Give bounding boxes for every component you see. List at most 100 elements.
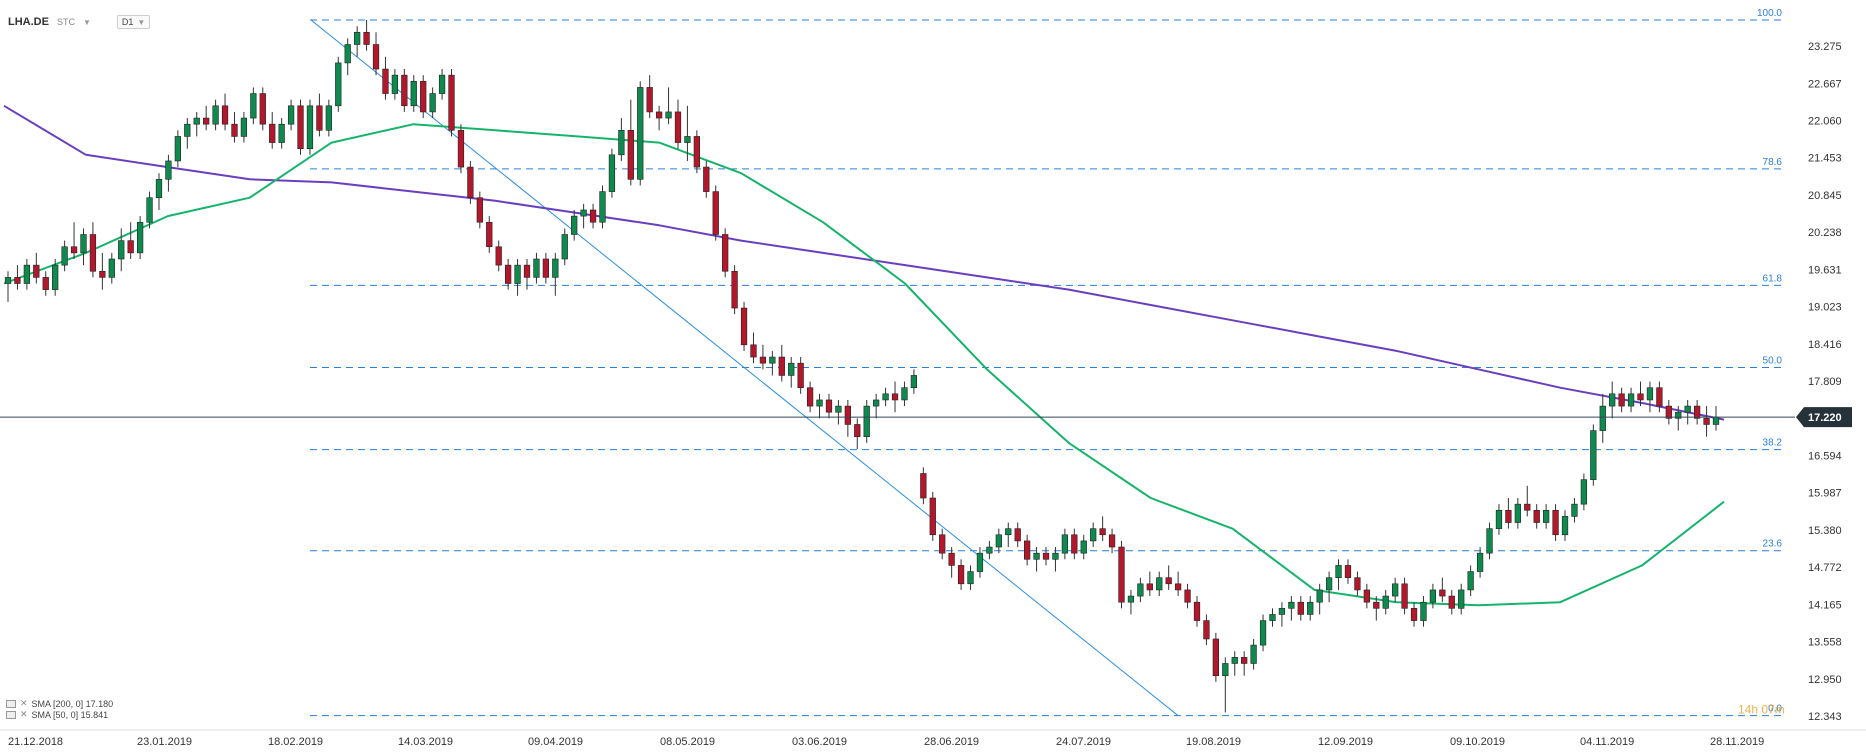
candle: [844, 399, 851, 437]
symbol-label[interactable]: LHA.DE: [8, 16, 49, 28]
candle: [920, 467, 927, 505]
candle: [674, 99, 682, 149]
candle: [155, 173, 163, 210]
candle: [637, 81, 644, 186]
remove-icon[interactable]: ✕: [20, 709, 28, 719]
candle: [1212, 632, 1219, 682]
indicator-settings-icon[interactable]: [6, 710, 16, 719]
trendline[interactable]: [310, 19, 1179, 716]
candle: [108, 252, 115, 284]
candle: [1476, 547, 1484, 578]
candle: [420, 75, 427, 119]
candle: [1439, 577, 1446, 603]
candle: [203, 105, 210, 131]
candle: [1269, 608, 1276, 627]
candle: [589, 203, 597, 229]
candle: [608, 148, 616, 198]
candle: [580, 203, 587, 229]
timeframe-label: D1: [121, 17, 134, 27]
candle: [174, 130, 181, 168]
fib-level-label: 100.0: [1757, 8, 1782, 19]
candle: [372, 32, 380, 76]
candle: [1467, 565, 1474, 597]
remove-icon[interactable]: ✕: [20, 698, 28, 708]
candle: [863, 399, 870, 443]
candle: [627, 99, 634, 186]
y-tick-label: 19.631: [1808, 264, 1842, 276]
candle: [655, 105, 663, 131]
candle: [712, 185, 719, 241]
candle: [1410, 602, 1418, 627]
candle: [1637, 381, 1644, 407]
candle: [1505, 498, 1512, 529]
x-tick-label: 14.03.2019: [398, 736, 453, 748]
candle: [882, 387, 889, 407]
candles: [4, 20, 1720, 713]
candle: [1373, 596, 1380, 621]
indicator-settings-icon[interactable]: [6, 699, 16, 708]
sma-line[interactable]: [3, 104, 1725, 421]
candle: [1307, 596, 1314, 621]
candle: [1080, 534, 1087, 560]
current-price-label: 17.220: [1808, 412, 1842, 424]
candle: [33, 252, 40, 284]
candle: [212, 99, 219, 131]
y-tick-label: 22.060: [1808, 116, 1842, 128]
candle: [325, 99, 332, 137]
candle: [1127, 589, 1135, 615]
candle: [759, 344, 767, 370]
candle: [957, 559, 965, 590]
candle: [1297, 596, 1304, 621]
candle: [825, 393, 833, 419]
candle: [665, 87, 672, 125]
y-tick-label: 20.238: [1808, 227, 1842, 239]
candle: [1033, 547, 1040, 572]
x-tick-label: 04.11.2019: [1580, 736, 1634, 748]
y-tick-label: 14.165: [1808, 599, 1842, 611]
candle: [561, 228, 568, 266]
candle: [806, 381, 814, 413]
candle: [14, 265, 21, 290]
y-tick-label: 15.987: [1808, 488, 1842, 500]
candle: [250, 87, 257, 125]
candle: [542, 252, 550, 284]
candle: [165, 154, 172, 192]
y-tick-label: 20.845: [1808, 190, 1842, 202]
x-tick-label: 09.10.2019: [1450, 736, 1505, 748]
legend-label: SMA [200, 0] 17.180: [31, 698, 114, 709]
candle: [240, 111, 248, 143]
candle: [1024, 534, 1031, 566]
x-tick-label: 23.01.2019: [137, 736, 192, 748]
candle: [184, 118, 191, 149]
x-tick-label: 03.06.2019: [792, 736, 847, 748]
candle: [1146, 571, 1153, 597]
candle: [1203, 614, 1210, 646]
candle: [221, 93, 229, 131]
candle: [731, 265, 738, 315]
y-tick-label: 14.772: [1808, 562, 1842, 574]
candle: [873, 393, 880, 419]
y-tick-label: 16.594: [1808, 450, 1842, 462]
sma-line[interactable]: [3, 123, 1725, 607]
market-dropdown-icon[interactable]: ▼: [82, 17, 91, 27]
candle: [1703, 406, 1710, 437]
candle: [1590, 424, 1597, 486]
x-tick-label: 12.09.2019: [1318, 736, 1373, 748]
candle: [1495, 504, 1503, 535]
candle: [1646, 381, 1654, 413]
legend-item-sma50[interactable]: ✕ SMA [50, 0] 15.841: [6, 709, 113, 720]
candle: [1184, 583, 1191, 609]
chevron-down-icon: ▼: [137, 17, 146, 27]
fib-level-label: 61.8: [1763, 273, 1783, 284]
timeframe-select[interactable]: D1 ▼: [116, 15, 151, 29]
candle: [929, 491, 936, 541]
candle: [1071, 528, 1078, 560]
candle: [476, 191, 483, 229]
candle: [80, 228, 87, 266]
candle: [1561, 510, 1569, 541]
candle: [354, 26, 361, 57]
candle: [89, 222, 97, 278]
legend-item-sma200[interactable]: ✕ SMA [200, 0] 17.180: [6, 698, 113, 709]
